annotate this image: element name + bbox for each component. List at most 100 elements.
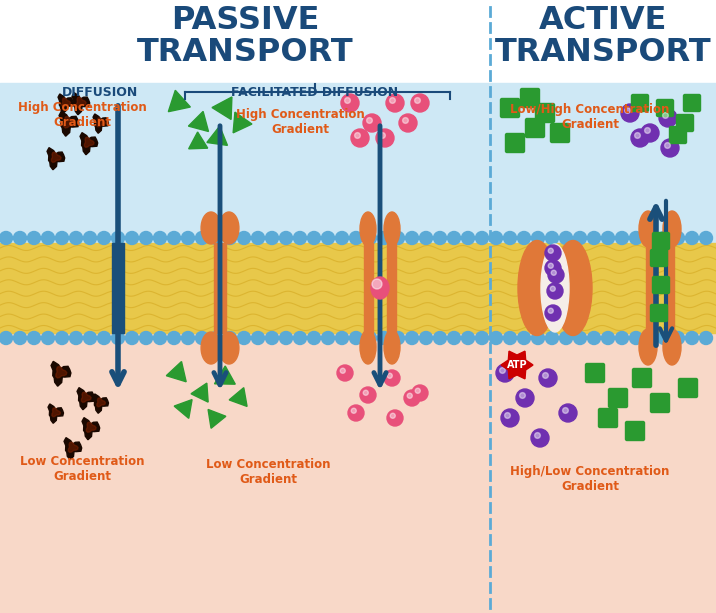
Circle shape	[644, 232, 657, 245]
Circle shape	[344, 97, 350, 104]
FancyBboxPatch shape	[505, 134, 525, 153]
Polygon shape	[191, 383, 208, 402]
Circle shape	[223, 232, 236, 245]
Circle shape	[634, 132, 640, 139]
Circle shape	[448, 332, 460, 345]
Circle shape	[404, 390, 420, 406]
Circle shape	[546, 332, 558, 345]
Circle shape	[700, 232, 712, 245]
Polygon shape	[82, 392, 91, 402]
Polygon shape	[166, 362, 186, 382]
Circle shape	[516, 389, 534, 407]
FancyBboxPatch shape	[526, 118, 544, 137]
Circle shape	[372, 279, 382, 289]
Circle shape	[420, 332, 432, 345]
Text: FACILITATED DIFFUSION: FACILITATED DIFFUSION	[231, 86, 399, 99]
Polygon shape	[93, 394, 109, 413]
Circle shape	[501, 409, 519, 427]
Circle shape	[384, 370, 400, 386]
Polygon shape	[72, 93, 90, 115]
Polygon shape	[229, 387, 247, 406]
Polygon shape	[233, 112, 252, 133]
FancyBboxPatch shape	[112, 243, 124, 333]
Circle shape	[657, 332, 670, 345]
Circle shape	[364, 232, 377, 245]
Polygon shape	[80, 132, 97, 154]
FancyBboxPatch shape	[669, 126, 687, 143]
Circle shape	[574, 332, 586, 345]
Polygon shape	[174, 400, 192, 418]
Circle shape	[363, 114, 381, 132]
Circle shape	[659, 109, 677, 127]
Circle shape	[168, 332, 180, 345]
Circle shape	[462, 332, 475, 345]
Circle shape	[616, 332, 629, 345]
FancyBboxPatch shape	[609, 389, 627, 408]
Polygon shape	[62, 98, 70, 107]
Circle shape	[42, 332, 54, 345]
Circle shape	[153, 332, 167, 345]
Circle shape	[700, 332, 712, 345]
Circle shape	[496, 364, 514, 382]
Circle shape	[181, 332, 195, 345]
FancyBboxPatch shape	[651, 249, 667, 267]
Circle shape	[657, 232, 670, 245]
Circle shape	[321, 232, 334, 245]
Ellipse shape	[219, 212, 239, 244]
Circle shape	[490, 232, 503, 245]
Circle shape	[490, 332, 503, 345]
Circle shape	[539, 369, 557, 387]
Circle shape	[379, 132, 385, 139]
Ellipse shape	[663, 211, 681, 247]
Circle shape	[352, 408, 357, 413]
Circle shape	[386, 94, 404, 112]
Circle shape	[42, 232, 54, 245]
Circle shape	[238, 232, 251, 245]
Ellipse shape	[518, 240, 556, 335]
Polygon shape	[58, 94, 74, 113]
Circle shape	[392, 232, 405, 245]
Polygon shape	[52, 152, 61, 162]
Circle shape	[405, 332, 418, 345]
Circle shape	[433, 232, 447, 245]
Circle shape	[14, 232, 26, 245]
Polygon shape	[64, 116, 74, 128]
Circle shape	[84, 332, 97, 345]
Circle shape	[601, 232, 614, 245]
Polygon shape	[64, 438, 82, 460]
Circle shape	[279, 232, 293, 245]
Circle shape	[251, 332, 264, 345]
Circle shape	[153, 232, 167, 245]
Text: Low Concentration
Gradient: Low Concentration Gradient	[20, 455, 144, 483]
Circle shape	[97, 232, 110, 245]
Circle shape	[559, 332, 573, 345]
Circle shape	[56, 232, 69, 245]
FancyBboxPatch shape	[551, 123, 569, 142]
Ellipse shape	[639, 211, 657, 247]
Text: High Concentration
Gradient: High Concentration Gradient	[18, 101, 146, 129]
Circle shape	[518, 332, 531, 345]
Circle shape	[559, 232, 573, 245]
Polygon shape	[77, 97, 86, 107]
Circle shape	[376, 129, 394, 147]
FancyBboxPatch shape	[632, 368, 652, 387]
Ellipse shape	[554, 240, 592, 335]
Polygon shape	[52, 408, 60, 417]
FancyBboxPatch shape	[666, 243, 674, 333]
Ellipse shape	[663, 329, 681, 365]
Circle shape	[336, 232, 349, 245]
Circle shape	[621, 104, 639, 122]
Circle shape	[548, 308, 553, 313]
Circle shape	[140, 332, 153, 345]
Circle shape	[644, 128, 650, 134]
Text: ACTIVE
TRANSPORT: ACTIVE TRANSPORT	[495, 5, 711, 68]
Ellipse shape	[360, 330, 376, 364]
Circle shape	[336, 332, 349, 345]
Circle shape	[364, 332, 377, 345]
Polygon shape	[97, 398, 105, 407]
Circle shape	[629, 232, 642, 245]
Circle shape	[112, 332, 125, 345]
Circle shape	[27, 332, 41, 345]
Circle shape	[448, 232, 460, 245]
Polygon shape	[168, 90, 190, 112]
